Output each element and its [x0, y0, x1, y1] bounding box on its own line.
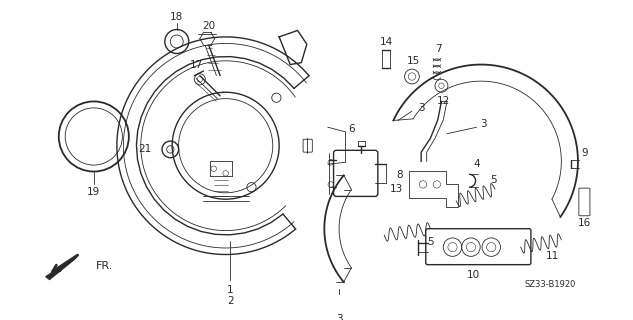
Polygon shape: [46, 256, 77, 279]
Text: 3: 3: [418, 102, 424, 113]
Text: 11: 11: [546, 252, 559, 261]
Text: 3: 3: [336, 314, 342, 320]
Text: 14: 14: [380, 37, 392, 47]
Text: 5: 5: [490, 175, 496, 185]
Text: 1: 1: [227, 284, 234, 295]
Text: 2: 2: [227, 296, 234, 306]
Text: SZ33-B1920: SZ33-B1920: [525, 280, 576, 289]
Text: 6: 6: [349, 124, 355, 134]
Text: 13: 13: [389, 184, 403, 194]
Text: 4: 4: [473, 159, 480, 169]
Text: 15: 15: [407, 56, 420, 66]
Text: 20: 20: [203, 21, 216, 31]
Text: 18: 18: [170, 12, 184, 21]
Text: 3: 3: [480, 119, 487, 130]
Text: 17: 17: [189, 60, 203, 69]
Text: 12: 12: [437, 95, 450, 106]
Text: 10: 10: [467, 270, 480, 280]
Text: 9: 9: [581, 148, 587, 158]
Text: FR.: FR.: [96, 260, 113, 271]
Text: 21: 21: [139, 144, 152, 154]
Text: 5: 5: [427, 236, 434, 247]
Text: 7: 7: [436, 44, 442, 54]
Text: 8: 8: [396, 170, 403, 180]
Text: 19: 19: [87, 187, 101, 197]
Text: 16: 16: [578, 218, 591, 228]
